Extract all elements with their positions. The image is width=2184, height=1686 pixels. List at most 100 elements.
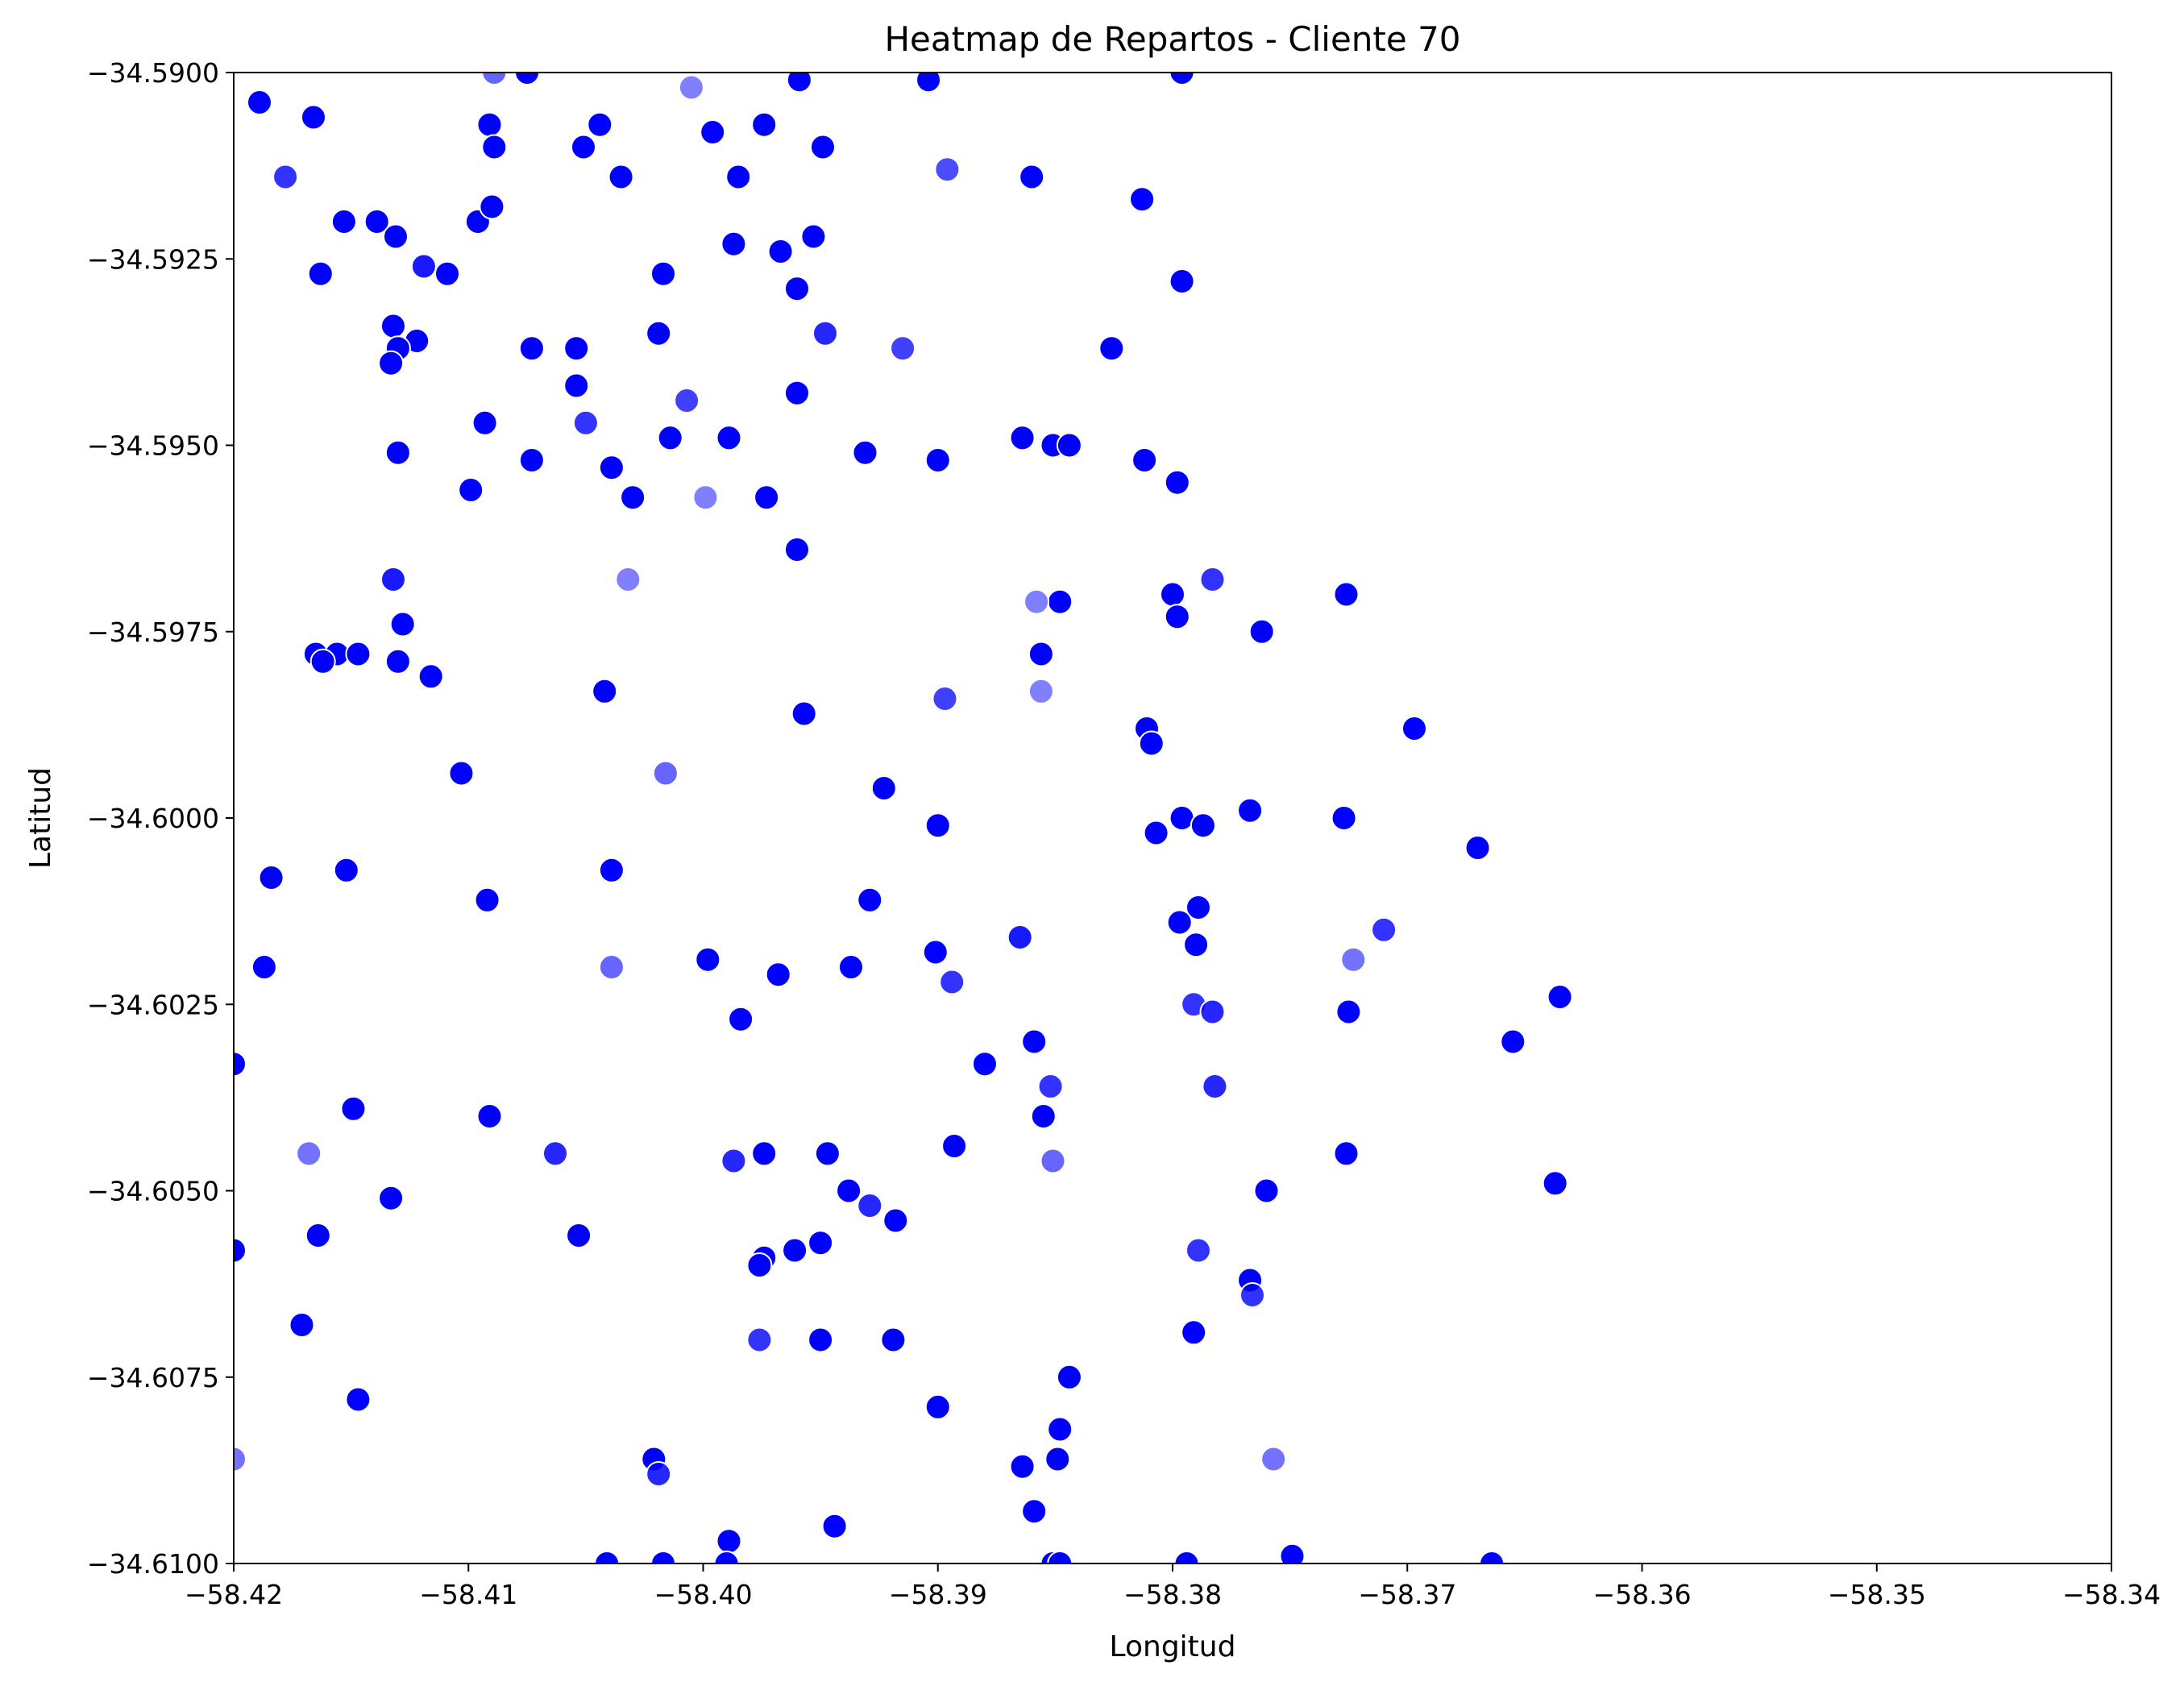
data-point <box>857 887 883 913</box>
data-point <box>1019 164 1045 190</box>
data-point <box>566 1223 592 1248</box>
data-point <box>1331 805 1357 831</box>
data-point <box>941 1133 968 1159</box>
data-point <box>1009 1453 1036 1480</box>
data-point <box>1164 604 1190 630</box>
data-point <box>1371 916 1397 943</box>
data-point <box>880 1327 907 1353</box>
data-point <box>657 425 683 451</box>
y-tick-label: −34.6100 <box>87 1548 219 1580</box>
data-point <box>1009 425 1036 451</box>
data-point <box>1021 1498 1048 1525</box>
data-point <box>765 961 791 988</box>
data-point <box>340 1095 367 1122</box>
data-point <box>810 134 836 160</box>
data-point <box>695 946 721 973</box>
x-tick-label: −58.41 <box>419 1579 517 1610</box>
data-point <box>563 372 590 399</box>
data-point <box>572 409 599 436</box>
data-point <box>1185 895 1211 920</box>
data-point <box>1040 1148 1066 1174</box>
x-axis: −58.42 −58.41 −58.40 −58.39 −58.38 −58.37 −58.… <box>185 1563 2161 1610</box>
data-point <box>784 276 810 302</box>
data-point <box>378 1185 405 1211</box>
data-point <box>800 223 827 250</box>
data-point <box>1047 588 1073 615</box>
data-point <box>838 954 864 980</box>
data-point <box>678 74 704 101</box>
points-layer <box>234 73 1573 1563</box>
data-point <box>1237 797 1264 824</box>
data-point <box>481 73 508 85</box>
data-point <box>767 239 794 264</box>
data-point <box>1037 1073 1064 1099</box>
data-point <box>476 1103 503 1129</box>
data-point <box>234 1237 247 1264</box>
data-point <box>924 812 951 839</box>
data-point <box>1333 581 1360 608</box>
data-point <box>234 1446 247 1472</box>
data-point <box>652 760 679 787</box>
data-point <box>301 104 326 131</box>
data-point <box>836 1177 862 1204</box>
data-point <box>518 335 545 362</box>
data-point <box>1183 932 1210 958</box>
data-point <box>598 455 625 481</box>
x-tick-label: −58.36 <box>1592 1579 1691 1610</box>
data-point <box>720 230 747 257</box>
data-point <box>330 209 357 235</box>
data-point <box>700 119 726 145</box>
data-point <box>251 954 277 980</box>
y-tick-label: −34.6000 <box>87 803 219 834</box>
y-axis-label: Latitud <box>24 767 57 869</box>
data-point <box>1044 1446 1071 1472</box>
data-point <box>1047 1416 1073 1443</box>
data-point <box>922 939 949 966</box>
x-tick-label: −58.35 <box>1828 1579 1926 1610</box>
data-point <box>1021 1028 1048 1055</box>
data-point <box>1030 1103 1057 1129</box>
data-point <box>594 1551 621 1563</box>
data-point <box>1335 999 1362 1025</box>
data-point <box>674 388 700 413</box>
data-point <box>1028 678 1054 704</box>
data-point <box>814 1140 841 1167</box>
data-point <box>1260 1446 1287 1472</box>
data-point <box>247 89 272 115</box>
data-point <box>383 223 409 250</box>
data-point <box>650 1551 676 1563</box>
data-point <box>924 447 951 473</box>
data-point <box>1173 1551 1200 1563</box>
data-point <box>1202 1073 1228 1099</box>
data-point <box>1248 618 1275 645</box>
data-point <box>784 380 810 406</box>
data-point <box>471 409 498 436</box>
data-point <box>1056 432 1082 459</box>
data-point <box>808 1230 834 1256</box>
data-point <box>1199 567 1226 592</box>
data-point <box>882 1207 909 1234</box>
data-point <box>751 111 778 138</box>
data-point <box>1129 186 1156 213</box>
data-point <box>1547 984 1573 1010</box>
data-point <box>932 686 958 712</box>
data-point <box>1160 581 1185 608</box>
data-point <box>518 447 545 473</box>
data-point <box>1007 924 1033 950</box>
data-point <box>1047 1551 1073 1563</box>
data-point <box>1056 1364 1082 1390</box>
data-point <box>890 335 916 362</box>
data-point <box>1166 909 1193 936</box>
data-point <box>305 1223 331 1248</box>
data-point <box>363 209 390 235</box>
data-point <box>934 156 961 183</box>
data-point <box>620 484 646 511</box>
data-point <box>1199 999 1226 1025</box>
data-point <box>924 1393 951 1420</box>
y-tick-label: −34.6075 <box>87 1362 219 1393</box>
data-point <box>1138 730 1165 757</box>
data-point <box>1239 1282 1265 1308</box>
y-tick-label: −34.5900 <box>87 57 219 89</box>
data-point <box>307 260 334 287</box>
